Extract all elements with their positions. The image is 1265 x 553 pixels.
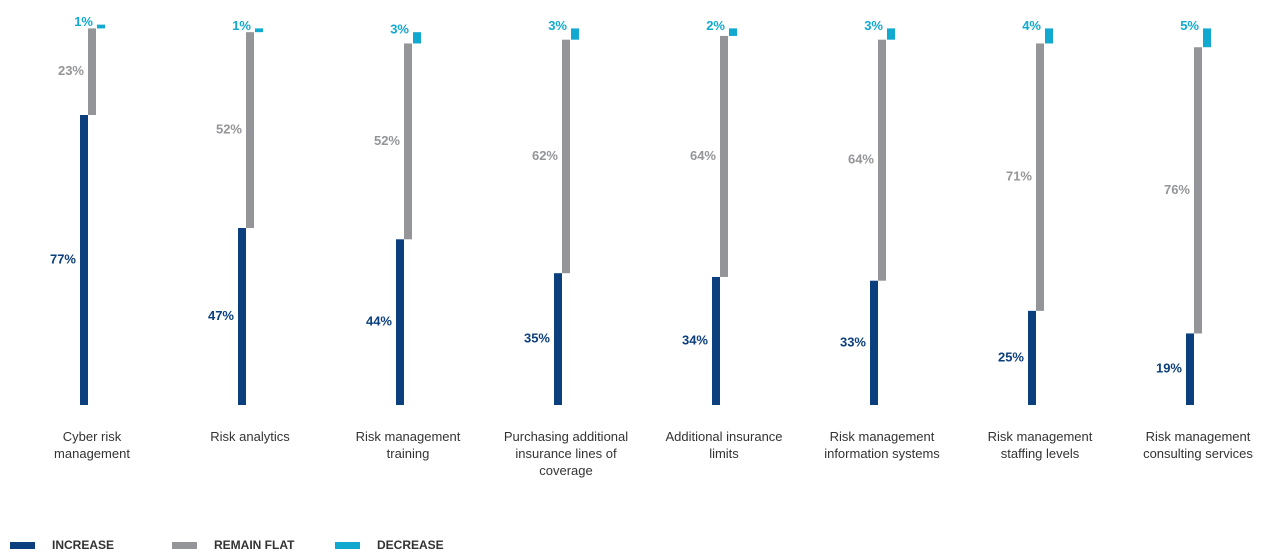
category-label: Risk management training (355, 429, 461, 461)
value-label: 77% (50, 251, 76, 266)
value-label: 25% (998, 349, 1024, 364)
category-label: Purchasing additional insurance lines of… (503, 429, 629, 478)
bar (396, 239, 404, 405)
bar (1203, 28, 1211, 48)
bar (870, 280, 878, 405)
category-label: Risk management consulting services (1143, 429, 1253, 461)
value-label: 4% (1022, 18, 1041, 33)
value-label: 23% (58, 63, 84, 78)
value-label: 34% (682, 332, 708, 347)
bar (712, 276, 720, 405)
value-label: 3% (864, 18, 883, 33)
bar (88, 28, 96, 116)
value-label: 76% (1164, 182, 1190, 197)
legend-label: INCREASE (52, 538, 114, 552)
value-label: 33% (840, 334, 866, 349)
value-label: 52% (216, 122, 242, 137)
bar (887, 28, 895, 40)
value-label: 64% (690, 148, 716, 163)
bar (554, 273, 562, 405)
bar (720, 35, 728, 277)
value-label: 3% (390, 22, 409, 37)
value-label: 1% (74, 14, 93, 29)
value-label: 44% (366, 314, 392, 329)
legend-swatch (335, 542, 360, 549)
bar (404, 43, 412, 240)
value-label: 19% (1156, 361, 1182, 376)
legend-label: DECREASE (377, 538, 444, 552)
bar (413, 32, 421, 44)
category-label: Risk management staffing levels (987, 429, 1093, 461)
bar (562, 39, 570, 274)
bar (1186, 333, 1194, 405)
bar (80, 115, 88, 405)
bar (1045, 28, 1053, 44)
value-label: 64% (848, 152, 874, 167)
category-label: Risk analytics (210, 429, 290, 444)
value-label: 1% (232, 18, 251, 33)
legend-swatch (172, 542, 197, 549)
category-label: Risk management information systems (824, 429, 940, 461)
value-label: 3% (548, 18, 567, 33)
value-label: 2% (706, 18, 725, 33)
bar (238, 227, 246, 405)
category-label: Cyber risk management (54, 429, 130, 461)
legend-label: REMAIN FLAT (214, 538, 295, 552)
value-label: 47% (208, 308, 234, 323)
bar (729, 28, 737, 36)
bar (1194, 47, 1202, 334)
bar (878, 39, 886, 281)
value-label: 62% (532, 148, 558, 163)
value-label: 71% (1006, 169, 1032, 184)
bar (1036, 43, 1044, 311)
value-label: 5% (1180, 18, 1199, 33)
bar (246, 32, 254, 228)
category-label: Additional insurance limits (665, 429, 783, 461)
value-label: 52% (374, 133, 400, 148)
bar (255, 28, 263, 33)
bar (1028, 310, 1036, 405)
bar (97, 24, 105, 29)
legend-swatch (10, 542, 35, 549)
value-label: 35% (524, 331, 550, 346)
bar (571, 28, 579, 40)
